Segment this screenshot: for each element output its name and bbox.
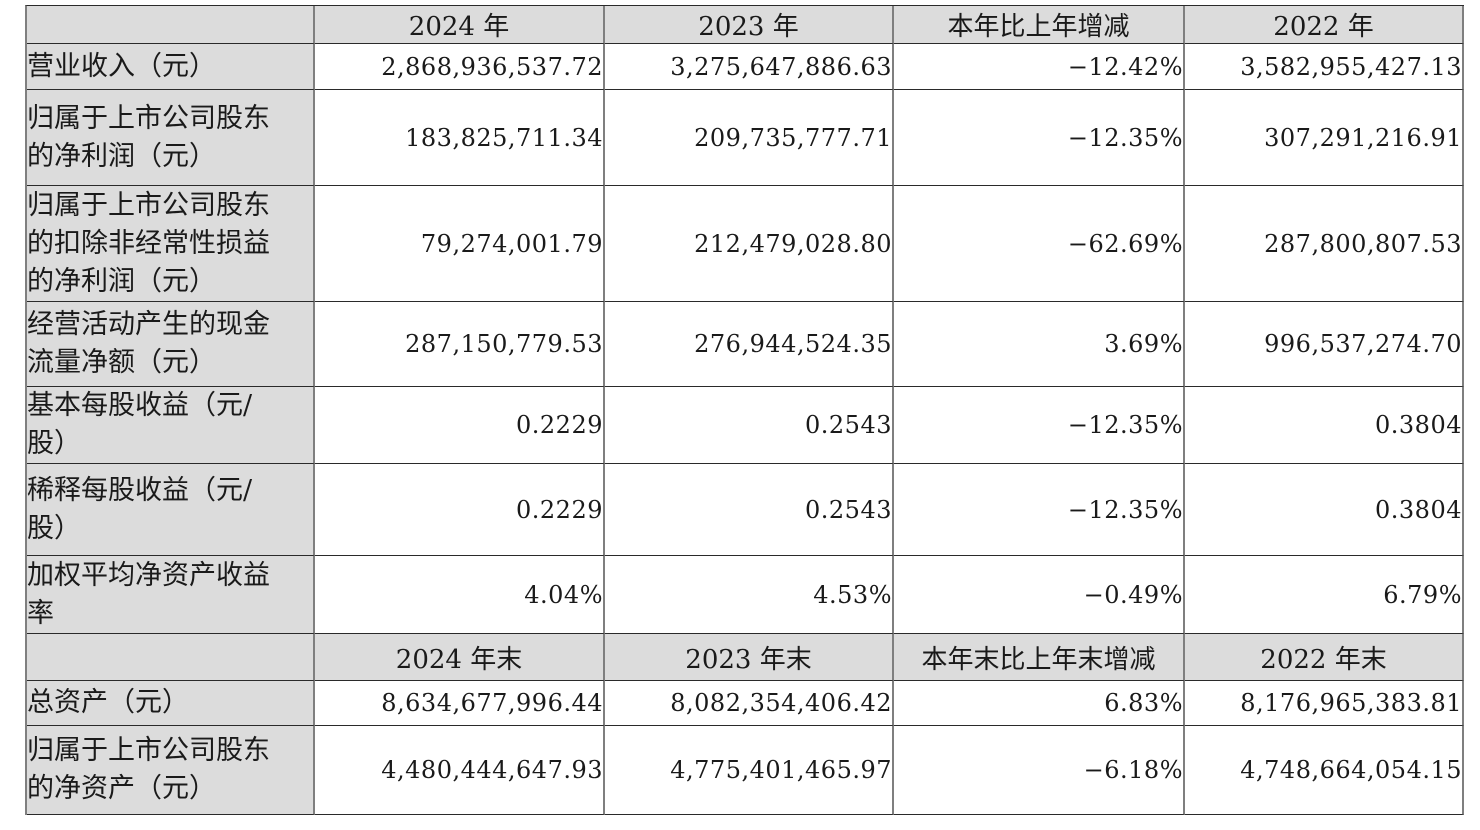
net-assets-change: −6.18%	[894, 726, 1185, 815]
operating-cash-flow-2022: 996,537,274.70	[1185, 302, 1464, 387]
operating-cash-flow-label: 经营活动产生的现金 流量净额（元）	[27, 302, 315, 387]
period-header-2023: 2023 年	[605, 6, 894, 44]
basic-eps-2023: 0.2543	[605, 387, 894, 464]
net-profit-deducted-2023: 212,479,028.80	[605, 186, 894, 302]
operating-cash-flow-2023: 276,944,524.35	[605, 302, 894, 387]
period-header-row: 2024 年 2023 年 本年比上年增减 2022 年	[27, 6, 1464, 44]
net-profit-label: 归属于上市公司股东 的净利润（元）	[27, 90, 315, 186]
weighted-avg-roe-label: 加权平均净资产收益 率	[27, 556, 315, 634]
net-profit-2024: 183,825,711.34	[315, 90, 605, 186]
basic-eps-change: −12.35%	[894, 387, 1185, 464]
period-header-2024: 2024 年	[315, 6, 605, 44]
revenue-2023: 3,275,647,886.63	[605, 44, 894, 90]
table-row-total-assets: 总资产（元） 8,634,677,996.44 8,082,354,406.42…	[27, 681, 1464, 726]
diluted-eps-label: 稀释每股收益（元/ 股）	[27, 464, 315, 556]
net-profit-deducted-2024: 79,274,001.79	[315, 186, 605, 302]
period-header-blank	[27, 6, 315, 44]
revenue-label: 营业收入（元）	[27, 44, 315, 90]
table-row-net-profit: 归属于上市公司股东 的净利润（元） 183,825,711.34 209,735…	[27, 90, 1464, 186]
revenue-2022: 3,582,955,427.13	[1185, 44, 1464, 90]
period-header-2022: 2022 年	[1185, 6, 1464, 44]
operating-cash-flow-change: 3.69%	[894, 302, 1185, 387]
period-end-header-2024: 2024 年末	[315, 634, 605, 681]
weighted-avg-roe-2023: 4.53%	[605, 556, 894, 634]
diluted-eps-2022: 0.3804	[1185, 464, 1464, 556]
period-end-header-2023: 2023 年末	[605, 634, 894, 681]
period-end-header-blank	[27, 634, 315, 681]
basic-eps-label: 基本每股收益（元/ 股）	[27, 387, 315, 464]
table-row-net-assets: 归属于上市公司股东 的净资产（元） 4,480,444,647.93 4,775…	[27, 726, 1464, 815]
diluted-eps-2024: 0.2229	[315, 464, 605, 556]
revenue-change: −12.42%	[894, 44, 1185, 90]
total-assets-2023: 8,082,354,406.42	[605, 681, 894, 726]
weighted-avg-roe-2024: 4.04%	[315, 556, 605, 634]
table-row-net-profit-deducted: 归属于上市公司股东 的扣除非经常性损益 的净利润（元） 79,274,001.7…	[27, 186, 1464, 302]
table-row-revenue: 营业收入（元） 2,868,936,537.72 3,275,647,886.6…	[27, 44, 1464, 90]
basic-eps-2024: 0.2229	[315, 387, 605, 464]
period-header-change: 本年比上年增减	[894, 6, 1185, 44]
net-profit-deducted-label: 归属于上市公司股东 的扣除非经常性损益 的净利润（元）	[27, 186, 315, 302]
total-assets-label: 总资产（元）	[27, 681, 315, 726]
operating-cash-flow-2024: 287,150,779.53	[315, 302, 605, 387]
table-row-diluted-eps: 稀释每股收益（元/ 股） 0.2229 0.2543 −12.35% 0.380…	[27, 464, 1464, 556]
net-profit-change: −12.35%	[894, 90, 1185, 186]
net-profit-deducted-2022: 287,800,807.53	[1185, 186, 1464, 302]
diluted-eps-2023: 0.2543	[605, 464, 894, 556]
period-end-header-change: 本年末比上年末增减	[894, 634, 1185, 681]
revenue-2024: 2,868,936,537.72	[315, 44, 605, 90]
net-assets-2022: 4,748,664,054.15	[1185, 726, 1464, 815]
net-assets-2023: 4,775,401,465.97	[605, 726, 894, 815]
table-row-basic-eps: 基本每股收益（元/ 股） 0.2229 0.2543 −12.35% 0.380…	[27, 387, 1464, 464]
net-profit-2023: 209,735,777.71	[605, 90, 894, 186]
period-end-header-2022: 2022 年末	[1185, 634, 1464, 681]
period-end-header-row: 2024 年末 2023 年末 本年末比上年末增减 2022 年末	[27, 634, 1464, 681]
net-assets-label: 归属于上市公司股东 的净资产（元）	[27, 726, 315, 815]
net-profit-2022: 307,291,216.91	[1185, 90, 1464, 186]
diluted-eps-change: −12.35%	[894, 464, 1185, 556]
total-assets-2022: 8,176,965,383.81	[1185, 681, 1464, 726]
weighted-avg-roe-change: −0.49%	[894, 556, 1185, 634]
basic-eps-2022: 0.3804	[1185, 387, 1464, 464]
financial-summary-table: 2024 年 2023 年 本年比上年增减 2022 年 营业收入（元） 2,8…	[25, 5, 1464, 815]
net-assets-2024: 4,480,444,647.93	[315, 726, 605, 815]
weighted-avg-roe-2022: 6.79%	[1185, 556, 1464, 634]
table-row-operating-cash-flow: 经营活动产生的现金 流量净额（元） 287,150,779.53 276,944…	[27, 302, 1464, 387]
table-row-weighted-avg-roe: 加权平均净资产收益 率 4.04% 4.53% −0.49% 6.79%	[27, 556, 1464, 634]
net-profit-deducted-change: −62.69%	[894, 186, 1185, 302]
total-assets-2024: 8,634,677,996.44	[315, 681, 605, 726]
total-assets-change: 6.83%	[894, 681, 1185, 726]
